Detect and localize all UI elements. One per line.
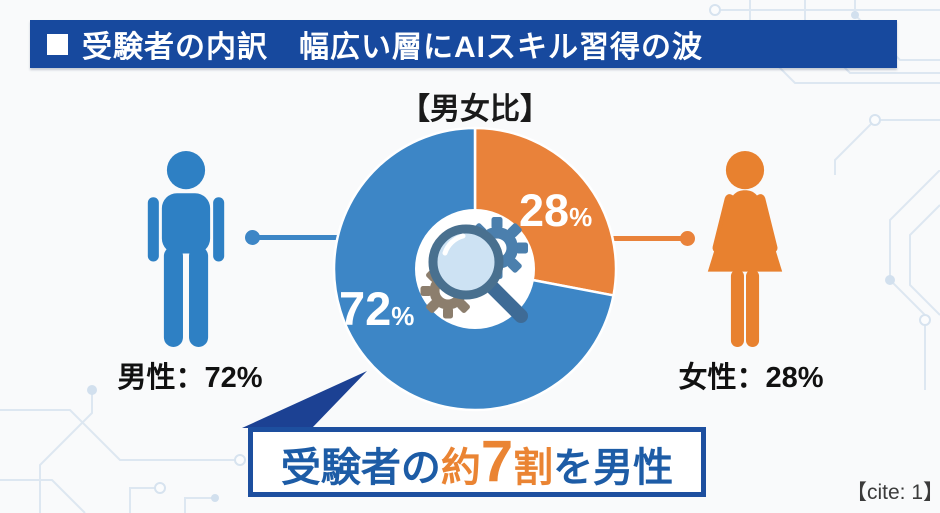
callout-text-blue2: を男性	[553, 446, 674, 490]
female-pictogram	[707, 151, 783, 347]
chart-title: 【男女比】	[400, 93, 550, 126]
callout-pointer	[242, 371, 367, 428]
cite-label: 【cite: 1】	[846, 481, 940, 504]
magnifier-gears-icon	[420, 217, 528, 323]
female-caption: 女性：28%	[678, 362, 824, 394]
pie-label-male: 72%	[339, 282, 415, 335]
circuit-pattern-right	[885, 170, 940, 390]
header-bar: 受験者の内訳 幅広い層にAIスキル習得の波	[30, 20, 897, 68]
page-title: 受験者の内訳 幅広い層にAIスキル習得の波	[82, 31, 703, 64]
male-caption: 男性：72%	[117, 362, 263, 394]
header-bullet-square	[47, 33, 68, 55]
male-pictogram	[147, 151, 225, 347]
callout-text-orange2: 割	[513, 446, 554, 490]
callout-text-blue1: 受験者の	[280, 446, 441, 490]
callout-box: 受験者の約 7 割を男性	[248, 427, 706, 497]
male-connector-line	[252, 235, 342, 240]
female-connector-line	[600, 236, 686, 241]
magnifier-icon	[428, 224, 528, 323]
callout-text-orange-big: 7	[480, 429, 514, 494]
male-connector-dot	[245, 230, 260, 245]
female-connector-dot	[680, 231, 695, 246]
pie-center	[415, 209, 535, 329]
callout-text-orange1: 約	[440, 446, 481, 490]
pie-chart	[332, 126, 618, 412]
pie-label-female: 28%	[519, 185, 593, 236]
